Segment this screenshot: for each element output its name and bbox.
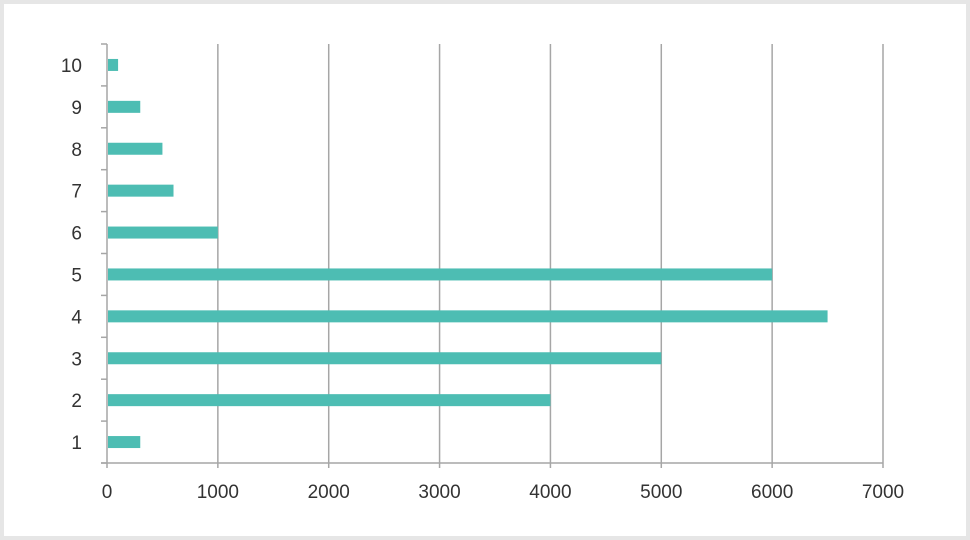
x-tick-label: 5000: [640, 482, 682, 503]
x-tick-label: 3000: [418, 482, 460, 503]
y-tick-label: 4: [71, 307, 82, 328]
bar: [108, 310, 828, 323]
y-tick-label: 6: [71, 224, 82, 245]
bar: [108, 394, 551, 407]
y-tick-labels: 1 2 3 4 5 6 7 8 9 10: [61, 56, 83, 454]
bar: [108, 268, 773, 281]
x-tick-label: 7000: [862, 482, 904, 503]
bar: [108, 142, 163, 155]
x-tick-labels: 0 1000 2000 3000 4000 5000 6000 7000: [102, 482, 904, 503]
y-tick-label: 8: [71, 140, 82, 161]
y-tick-label: 3: [71, 349, 82, 370]
bar: [108, 58, 119, 71]
x-tick-label: 4000: [529, 482, 571, 503]
grid-lines: [217, 44, 884, 468]
axes: [101, 43, 883, 468]
bar: [108, 100, 141, 113]
x-tick-label: 6000: [751, 482, 793, 503]
y-tick-label: 1: [71, 433, 82, 454]
y-tick-label: 10: [61, 56, 82, 77]
bar: [108, 226, 218, 239]
bar-chart: 0 1000 2000 3000 4000 5000 6000 7000 1234567891…: [61, 43, 904, 503]
bar: [108, 436, 141, 449]
x-tick-label: 0: [102, 482, 113, 503]
bar: [108, 352, 662, 365]
y-tick-label: 5: [71, 265, 82, 286]
y-tick-label: 9: [71, 98, 82, 119]
x-tick-label: 2000: [308, 482, 350, 503]
bar: [108, 184, 174, 197]
y-tick-label: 7: [71, 182, 82, 203]
x-tick-label: 1000: [197, 482, 239, 503]
y-tick-label: 2: [71, 391, 82, 412]
bars: [108, 58, 828, 449]
